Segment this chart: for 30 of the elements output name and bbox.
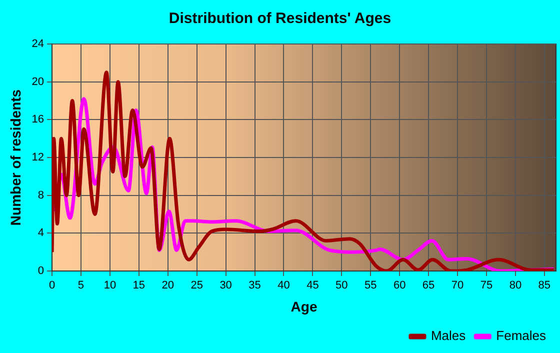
x-tick-label: 85	[538, 280, 551, 292]
x-tick-label: 10	[104, 280, 116, 292]
chart-title: Distribution of Residents' Ages	[168, 10, 392, 28]
x-tick-label: 0	[48, 280, 56, 292]
x-tick-label: 25	[190, 280, 203, 292]
x-tick-label: 50	[336, 280, 348, 292]
x-tick-label: 55	[364, 280, 377, 292]
y-axis-title: Number of residents	[7, 89, 24, 226]
x-tick-label: 65	[422, 280, 435, 292]
y-tick-label: 24	[32, 38, 44, 50]
x-tick-label: 80	[509, 280, 522, 292]
x-tick-label: 45	[306, 280, 319, 292]
x-tick-label: 30	[220, 280, 232, 292]
y-tick-label: 0	[38, 265, 44, 278]
x-tick-label: 5	[78, 280, 84, 292]
legend-label: Females	[496, 328, 546, 344]
y-tick-label: 12	[32, 152, 44, 164]
y-tick-label: 20	[32, 76, 44, 88]
x-tick-label: 75	[480, 280, 493, 292]
x-axis-title: Age	[290, 298, 318, 314]
x-tick-label: 40	[278, 280, 290, 292]
x-tick-label: 60	[393, 280, 406, 292]
x-tick-label: 70	[451, 280, 464, 292]
y-tick-label: 8	[38, 189, 44, 202]
x-tick-label: 15	[132, 280, 146, 292]
x-tick-label: 35	[248, 280, 261, 292]
legend-label: Males	[430, 328, 466, 344]
y-tick-label: 4	[38, 227, 44, 240]
x-tick-label: 20	[162, 280, 174, 292]
y-tick-label: 16	[32, 114, 44, 126]
